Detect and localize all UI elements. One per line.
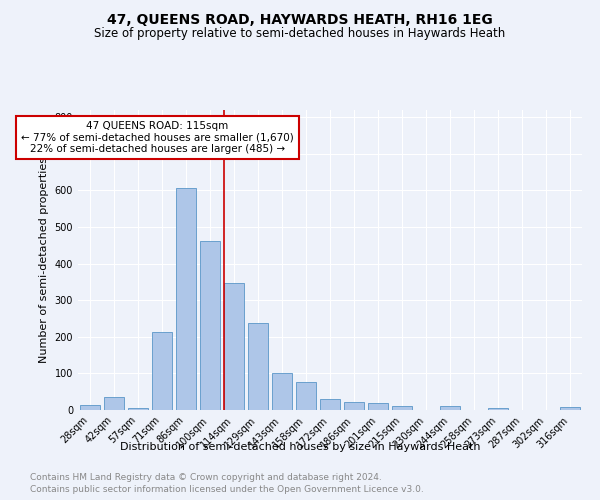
Text: 47 QUEENS ROAD: 115sqm
← 77% of semi-detached houses are smaller (1,670)
22% of : 47 QUEENS ROAD: 115sqm ← 77% of semi-det… (21, 121, 293, 154)
Bar (272, 372, 292, 410)
Bar (392, 406, 412, 410)
Bar (296, 382, 316, 410)
Bar (344, 402, 364, 410)
Bar (152, 332, 172, 410)
Text: Contains HM Land Registry data © Crown copyright and database right 2024.: Contains HM Land Registry data © Crown c… (30, 472, 382, 482)
Bar (104, 397, 124, 410)
Y-axis label: Number of semi-detached properties: Number of semi-detached properties (39, 157, 49, 363)
Bar (224, 282, 244, 410)
Bar (128, 408, 148, 410)
Bar (80, 404, 100, 410)
Text: Contains public sector information licensed under the Open Government Licence v3: Contains public sector information licen… (30, 485, 424, 494)
Text: Size of property relative to semi-detached houses in Haywards Heath: Size of property relative to semi-detach… (94, 28, 506, 40)
Bar (176, 188, 196, 410)
Bar (248, 324, 268, 410)
Text: Distribution of semi-detached houses by size in Haywards Heath: Distribution of semi-detached houses by … (120, 442, 480, 452)
Bar (560, 407, 580, 410)
Bar (488, 408, 508, 410)
Bar (368, 402, 388, 410)
Bar (200, 240, 220, 410)
Bar (440, 406, 460, 410)
Text: 47, QUEENS ROAD, HAYWARDS HEATH, RH16 1EG: 47, QUEENS ROAD, HAYWARDS HEATH, RH16 1E… (107, 12, 493, 26)
Bar (320, 399, 340, 410)
